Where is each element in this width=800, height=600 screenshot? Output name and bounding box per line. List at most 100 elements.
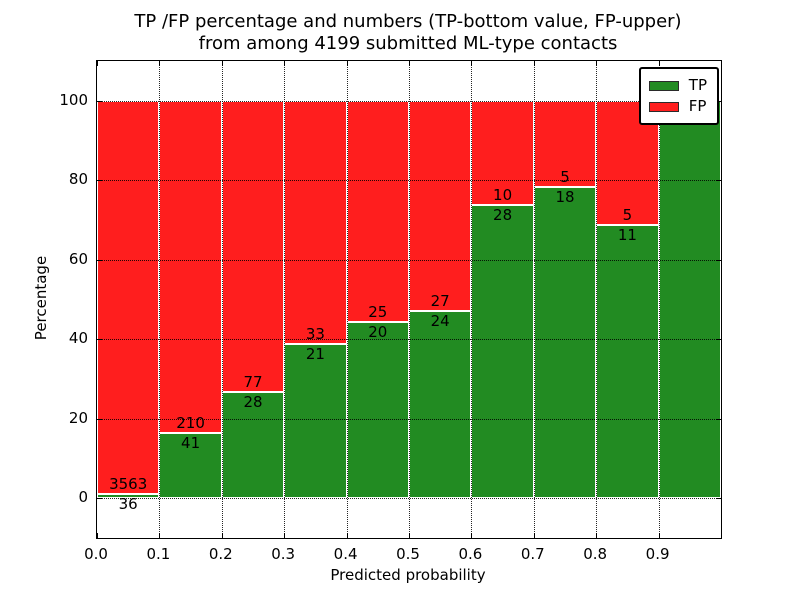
y-tick-mark [716, 418, 721, 420]
y-tick-mark [97, 498, 102, 500]
bar-segment-fp [346, 100, 409, 322]
y-axis-label: Percentage [32, 255, 50, 341]
gridline-y [97, 418, 721, 420]
x-tick-mark [409, 533, 410, 538]
y-tick-label: 60 [68, 249, 88, 268]
bar-segment-tp [221, 392, 285, 499]
bar-segment-tp [346, 321, 409, 499]
bar-label-tp: 21 [305, 344, 325, 363]
bar-label-tp: 20 [368, 322, 388, 341]
bars-layer [97, 61, 721, 538]
x-tick-label: 0.6 [458, 545, 483, 563]
y-tick-mark [97, 100, 102, 102]
legend: TP FP [638, 67, 719, 125]
bar-label-fp: 3563 [109, 475, 148, 494]
y-tick-mark [97, 180, 102, 182]
bar-label-fp: 25 [368, 302, 388, 321]
y-tick-label: 20 [68, 408, 88, 427]
x-tick-mark [346, 61, 348, 66]
gridline-x [596, 61, 598, 538]
bar-label-tp: 24 [430, 312, 450, 331]
x-tick-mark [221, 533, 223, 538]
gridline-y [97, 180, 721, 182]
x-tick-mark [97, 533, 98, 538]
y-tick-mark [97, 339, 102, 341]
legend-label-fp: FP [688, 97, 707, 115]
plot-area: 356336210417728332125202724102851851117 … [96, 60, 722, 539]
x-tick-mark [721, 533, 722, 538]
chart-title: TP /FP percentage and numbers (TP-bottom… [96, 11, 720, 55]
bar-segment-fp [471, 100, 534, 206]
y-tick-label: 40 [68, 329, 88, 348]
x-tick-mark [346, 533, 348, 538]
x-tick-mark [658, 533, 660, 538]
bar-segment-fp [409, 100, 472, 312]
tp-legend-swatch [648, 80, 679, 91]
x-tick-mark [221, 61, 223, 66]
gridline-x [284, 61, 286, 538]
y-tick-mark [716, 498, 721, 500]
x-tick-mark [658, 61, 660, 66]
ticks-layer [97, 61, 722, 538]
x-tick-mark [596, 533, 598, 538]
y-tick-mark [716, 180, 721, 182]
y-tick-label: 0 [78, 488, 88, 507]
x-tick-label: 0.0 [84, 545, 108, 563]
y-tick-mark [97, 259, 102, 261]
y-tick-label: 100 [59, 90, 88, 109]
gridline-y [97, 498, 721, 500]
bar-segment-tp [284, 343, 347, 499]
x-tick-label: 0.3 [271, 545, 296, 563]
gridline-x [471, 61, 473, 538]
x-tick-mark [159, 61, 161, 66]
legend-label-tp: TP [688, 76, 707, 94]
gridline-x [221, 61, 223, 538]
bar-segment-fp [97, 100, 160, 495]
bar-segment-fp [159, 100, 222, 434]
bar-segment-tp [97, 494, 160, 499]
grid-layer [97, 61, 721, 538]
x-tick-mark [471, 533, 473, 538]
gridline-x [533, 61, 535, 538]
x-tick-mark [409, 61, 410, 66]
gridline-y [97, 339, 721, 341]
bar-label-tp: 41 [181, 434, 201, 453]
bar-label-fp: 5 [622, 205, 633, 224]
x-tick-label: 0.9 [645, 545, 670, 563]
x-tick-mark [284, 61, 286, 66]
bar-label-tp: 18 [555, 188, 575, 207]
fp-legend-swatch [648, 101, 679, 112]
x-tick-label: 0.1 [146, 545, 171, 563]
bar-label-fp: 210 [176, 414, 205, 433]
chart-title-line1: TP /FP percentage and numbers (TP-bottom… [134, 11, 682, 32]
gridline-y [97, 100, 721, 102]
bar-segment-tp [533, 187, 597, 499]
bar-segment-tp [596, 224, 659, 499]
gridline-y [97, 259, 721, 261]
bar-label-tp: 28 [243, 393, 263, 412]
bar-label-fp: 10 [493, 186, 513, 205]
x-tick-mark [471, 61, 473, 66]
x-tick-label: 0.2 [208, 545, 233, 563]
gridline-x [159, 61, 161, 538]
x-tick-mark [596, 61, 598, 66]
bar-segment-fp [284, 100, 347, 344]
bar-label-fp: 33 [305, 324, 325, 343]
x-tick-mark [721, 61, 722, 66]
bar-label-fp: 5 [560, 168, 570, 187]
bar-label-tp: 36 [118, 495, 138, 514]
x-tick-label: 0.7 [520, 545, 545, 563]
gridline-x [409, 61, 410, 538]
x-tick-mark [159, 533, 161, 538]
x-tick-mark [533, 533, 535, 538]
x-tick-label: 0.4 [333, 545, 358, 563]
y-tick-mark [716, 339, 721, 341]
bar-segment-tp [658, 100, 721, 499]
x-tick-mark [284, 533, 286, 538]
y-tick-mark [97, 418, 102, 420]
x-tick-mark [97, 61, 98, 66]
gridline-x [658, 61, 660, 538]
x-tick-label: 0.8 [583, 545, 608, 563]
chart-title-line2: from among 4199 submitted ML-type contac… [198, 33, 618, 54]
